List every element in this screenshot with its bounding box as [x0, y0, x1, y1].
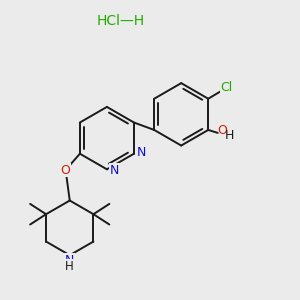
Text: H: H: [65, 260, 74, 273]
Text: Cl: Cl: [220, 81, 233, 94]
Text: O: O: [217, 124, 227, 137]
Text: N: N: [110, 164, 119, 177]
Text: O: O: [61, 164, 70, 177]
Text: N: N: [65, 254, 74, 267]
Text: HCl—H: HCl—H: [96, 14, 144, 28]
Text: H: H: [225, 129, 234, 142]
Text: N: N: [137, 146, 146, 159]
